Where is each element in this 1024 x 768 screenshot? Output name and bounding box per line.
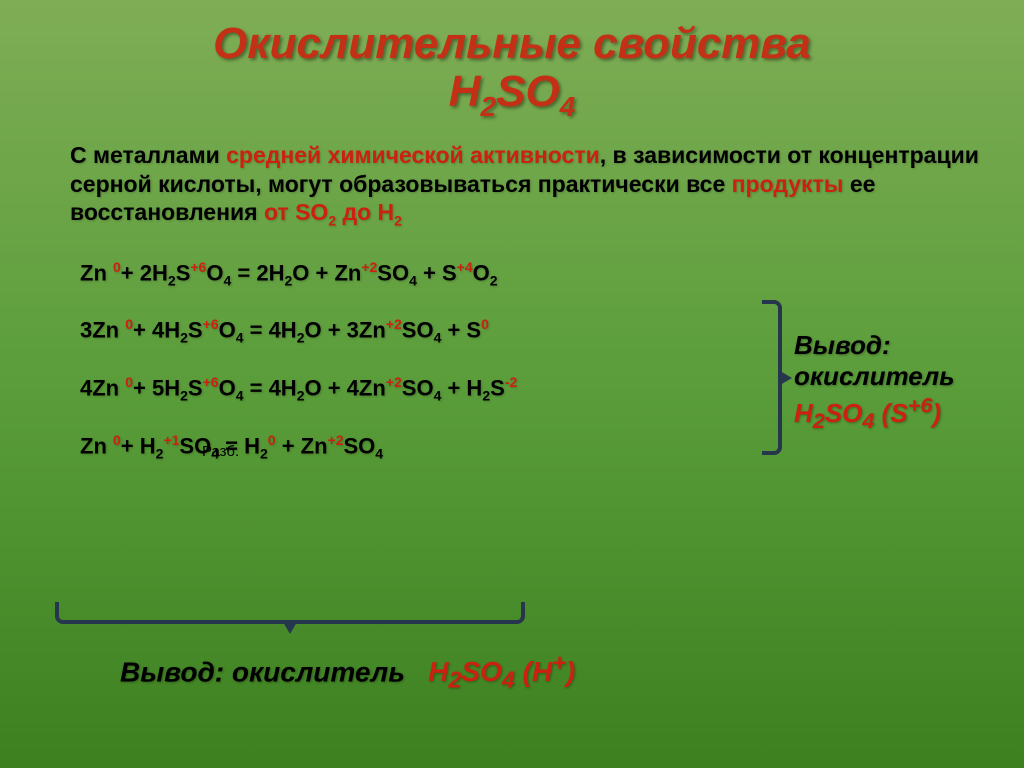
intro-highlight: средней химической активности <box>226 142 600 168</box>
slide-title: Окислительные свойства H2SO4 <box>40 20 984 123</box>
title-formula: H2SO4 <box>449 67 576 116</box>
conclusion-word: окислитель <box>794 361 955 391</box>
intro-highlight: от SO2 до H2 <box>264 199 402 225</box>
conclusion-right: Вывод: окислитель H2SO4 (S+6) <box>794 330 1004 434</box>
conclusion-bottom: Вывод: окислитель H2SO4 (H+) <box>120 650 575 694</box>
intro-text: С металлами <box>70 142 226 168</box>
equation-1: Zn 0+ 2H2S+6O4 = 2H2O + Zn+2SO4 + S+4O2 <box>80 259 984 289</box>
conclusion-formula: H2SO4 (S+6) <box>794 398 941 428</box>
intro-highlight: продукты <box>732 171 844 197</box>
intro-paragraph: С металлами средней химической активност… <box>40 141 984 231</box>
bracket-right <box>762 300 782 455</box>
title-text: Окислительные свойства <box>213 19 811 68</box>
conclusion-formula: H2SO4 (H+) <box>428 656 575 687</box>
conclusion-word: окислитель <box>232 656 405 687</box>
conclusion-label: Вывод: <box>794 330 1004 361</box>
conclusion-label: Вывод: <box>120 656 224 687</box>
bracket-bottom <box>55 602 525 624</box>
